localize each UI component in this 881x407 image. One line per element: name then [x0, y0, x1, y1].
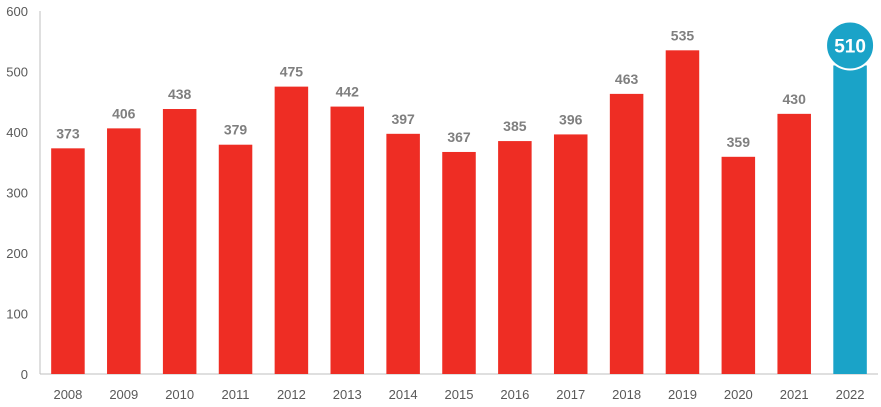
bar-2017	[553, 134, 588, 374]
x-axis-labels: 2008 2009 2010 2011 2012 2013 2014 2015 2016 2017…	[53, 387, 864, 402]
bar-2008	[51, 148, 85, 374]
y-axis-ticks: 0 100 200 300 400 500 600	[6, 4, 28, 382]
data-label-2016: 385	[503, 118, 527, 134]
bar-2018	[609, 93, 644, 374]
x-tick-label-2011: 2011	[222, 387, 250, 402]
bar-2014	[386, 133, 420, 374]
data-label-2018: 463	[615, 71, 639, 87]
x-tick-label-2018: 2018	[612, 387, 641, 402]
bar-2011	[218, 144, 253, 374]
x-tick-label-2019: 2019	[668, 387, 697, 402]
data-label-2010: 438	[168, 86, 192, 102]
x-tick-label-2012: 2012	[277, 387, 306, 402]
data-label-2012: 475	[280, 64, 304, 80]
data-label-2021: 430	[783, 91, 807, 107]
data-label-2019: 535	[671, 27, 695, 43]
x-tick-label-2016: 2016	[500, 387, 529, 402]
x-tick-label-2014: 2014	[389, 387, 418, 402]
highlight-value-circle	[825, 20, 876, 71]
data-label-2022: 510	[834, 36, 866, 57]
x-tick-label-2013: 2013	[333, 387, 362, 402]
bar-2020	[721, 156, 756, 374]
x-tick-label-2022: 2022	[836, 387, 865, 402]
data-label-2014: 397	[391, 111, 415, 127]
bar-2012	[274, 86, 309, 374]
y-tick-label-600: 600	[6, 4, 28, 19]
bar-2013	[330, 106, 365, 374]
bar-series	[51, 50, 867, 374]
y-tick-label-300: 300	[6, 186, 28, 201]
x-tick-label-2010: 2010	[165, 387, 194, 402]
data-label-2011: 379	[224, 122, 248, 138]
data-label-2015: 367	[447, 129, 471, 145]
x-tick-label-2020: 2020	[724, 387, 753, 402]
x-tick-label-2009: 2009	[109, 387, 138, 402]
y-tick-label-400: 400	[6, 125, 28, 140]
data-label-2017: 396	[559, 111, 583, 127]
data-label-2020: 359	[727, 134, 751, 150]
data-label-2008: 373	[56, 125, 80, 141]
y-tick-label-500: 500	[6, 65, 28, 80]
y-tick-label-100: 100	[6, 307, 28, 322]
bar-2022	[833, 65, 867, 374]
data-label-2013: 442	[336, 84, 360, 100]
bar-2009	[107, 128, 141, 374]
data-label-2009: 406	[112, 105, 136, 121]
bar-2021	[777, 113, 811, 374]
bar-2015	[442, 151, 476, 374]
y-tick-label-200: 200	[6, 246, 28, 261]
x-tick-label-2017: 2017	[556, 387, 585, 402]
data-labels: 373 406 438 379 475 442 397 367 385 396 463 535 359 4…	[56, 20, 876, 150]
bar-2019	[665, 50, 700, 374]
x-tick-label-2008: 2008	[53, 387, 82, 402]
bar-2010	[162, 109, 197, 374]
bar-2016	[498, 141, 532, 374]
y-tick-label-0: 0	[21, 367, 28, 382]
x-tick-label-2021: 2021	[780, 387, 809, 402]
x-tick-label-2015: 2015	[445, 387, 474, 402]
